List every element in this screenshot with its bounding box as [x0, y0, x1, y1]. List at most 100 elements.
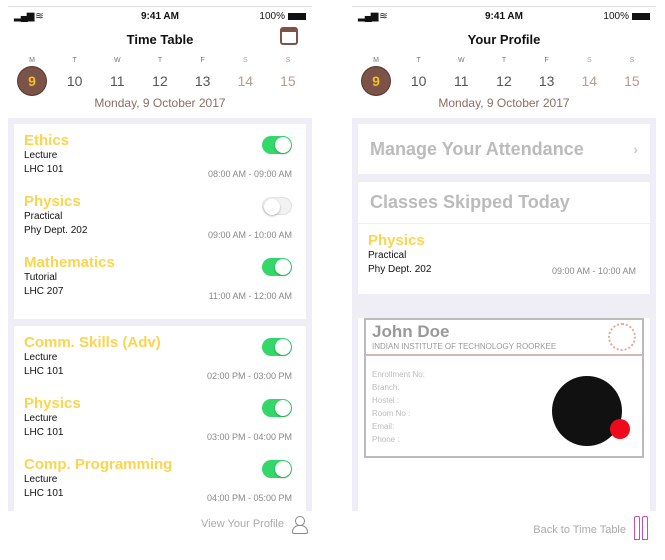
weekday-letter: M [29, 57, 35, 64]
institute-seal-logo [608, 323, 636, 351]
day-number: 15 [280, 73, 296, 89]
weekday-letter: W [458, 57, 465, 64]
week-strip: M 9 T 10 W 11 T 12 F 13 S 14 S 15 [356, 57, 652, 95]
class-time: 08:00 AM - 09:00 AM [207, 169, 292, 179]
day-number: 11 [454, 73, 469, 89]
day-number: 14 [237, 73, 254, 89]
class-card: Ethics Lecture LHC 101 08:00 AM - 09:00 … [14, 124, 306, 319]
profile-screen: ▂▄▆ ≋ 9:41 AM 100% Your Profile M 9 T 10 W 11 T 1… [352, 6, 656, 546]
weekday-letter: T [72, 57, 77, 64]
battery-text: 100% [259, 11, 285, 22]
class-room: LHC 101 [24, 164, 64, 175]
attendance-toggle[interactable] [262, 136, 292, 154]
day-13[interactable]: F 13 [183, 57, 223, 95]
weekday-letter: F [200, 57, 205, 64]
class-item: Comp. Programming Lecture LHC 101 04:00 … [24, 454, 296, 515]
class-time: 09:00 AM - 10:00 AM [207, 230, 292, 240]
selected-date: Monday, 9 October 2017 [438, 96, 570, 110]
battery-icon [288, 12, 306, 20]
timetable-screen: ▂▄▆ ≋ 9:41 AM 100% Time Table M 9 T 10 W 11 T 12 F… [8, 6, 312, 546]
week-strip: M 9 T 10 W 11 T 12 F 13 S 14 S 15 [12, 57, 308, 95]
class-time: 02:00 PM - 03:00 PM [206, 371, 292, 381]
class-room: LHC 207 [24, 286, 64, 297]
subject-name: Physics [24, 395, 81, 412]
day-number: 13 [194, 73, 211, 89]
manage-attendance-button[interactable]: Manage Your Attendance › [358, 124, 650, 174]
weekday-letter: F [544, 57, 549, 64]
back-to-timetable-button[interactable]: Back to Time Table [533, 516, 650, 543]
day-14[interactable]: S 14 [569, 57, 609, 95]
class-room: Phy Dept. 202 [368, 264, 432, 275]
status-dot-icon [610, 419, 630, 439]
class-item: Comm. Skills (Adv) Lecture LHC 101 02:00… [24, 332, 296, 393]
class-type: Tutorial [24, 272, 57, 283]
day-11[interactable]: W 11 [97, 57, 137, 95]
status-bar: ▂▄▆ ≋ 9:41 AM 100% [8, 11, 312, 25]
selected-date: Monday, 9 October 2017 [94, 96, 226, 110]
class-type: Lecture [24, 352, 58, 363]
weekday-letter: S [586, 57, 592, 64]
day-14[interactable]: S 14 [225, 57, 265, 95]
day-number: 15 [624, 73, 640, 89]
back-label: Back to Time Table [533, 523, 626, 536]
day-13[interactable]: F 13 [527, 57, 567, 95]
skipped-class-item: Physics Practical Phy Dept. 202 09:00 AM… [358, 224, 650, 294]
subject-name: Physics [368, 232, 425, 249]
weekday-letter: S [242, 57, 248, 64]
attendance-toggle[interactable] [262, 197, 292, 215]
class-room: LHC 101 [24, 427, 64, 438]
subject-name: Comm. Skills (Adv) [24, 334, 161, 351]
attendance-toggle[interactable] [262, 258, 292, 276]
status-time: 9:41 AM [141, 11, 179, 22]
weekday-letter: M [373, 57, 379, 64]
day-number: 10 [410, 73, 427, 89]
status-bar: ▂▄▆ ≋ 9:41 AM 100% [352, 11, 656, 25]
class-type: Practical [24, 211, 63, 222]
weekday-letter: T [416, 57, 421, 64]
weekday-letter: T [157, 57, 163, 64]
attendance-toggle[interactable] [262, 460, 292, 478]
page-title: Time Table [126, 32, 194, 47]
day-number: 11 [110, 73, 125, 89]
day-number: 10 [66, 73, 83, 89]
id-field-label: Hostel : [372, 396, 400, 405]
weekday-letter: S [629, 57, 635, 64]
weekday-letter: T [501, 57, 507, 64]
chevron-right-icon: › [633, 141, 638, 157]
class-item: Physics Practical Phy Dept. 202 09:00 AM… [24, 191, 296, 252]
class-type: Practical [368, 250, 407, 261]
subject-name: Comp. Programming [24, 456, 173, 473]
day-number: 9 [18, 67, 46, 95]
signal-wifi-icon: ▂▄▆ ≋ [358, 11, 388, 22]
status-time: 9:41 AM [485, 11, 523, 22]
day-15[interactable]: S 15 [268, 57, 308, 95]
day-number: 13 [538, 73, 555, 89]
day-number: 12 [496, 73, 512, 89]
day-15[interactable]: S 15 [612, 57, 652, 95]
attendance-toggle[interactable] [262, 399, 292, 417]
day-10[interactable]: T 10 [55, 57, 95, 95]
class-time: 11:00 AM - 12:00 AM [208, 291, 292, 301]
id-fields: Enrollment No: Branch: Hostel : Room No : Em… [366, 356, 642, 458]
id-field-label: Phone : [372, 435, 400, 444]
student-name: John Doe [372, 322, 450, 341]
class-room: LHC 101 [24, 488, 64, 499]
profile-body: Manage Your Attendance › Classes Skipped … [352, 118, 656, 518]
day-12[interactable]: T 12 [140, 57, 180, 95]
day-11[interactable]: W 11 [441, 57, 481, 95]
subject-name: Mathematics [24, 254, 115, 271]
calendar-icon[interactable] [280, 27, 298, 45]
class-card: Comm. Skills (Adv) Lecture LHC 101 02:00… [14, 326, 306, 521]
id-card: John Doe INDIAN INSTITUTE OF TECHNOLOGY … [364, 318, 644, 458]
avatar[interactable] [552, 376, 622, 446]
page-title: Your Profile [467, 32, 541, 47]
class-type: Lecture [24, 474, 58, 485]
subject-name: Ethics [24, 132, 70, 149]
attendance-toggle[interactable] [262, 338, 292, 356]
day-10[interactable]: T 10 [399, 57, 439, 95]
view-profile-button[interactable]: View Your Profile [201, 516, 308, 534]
day-12[interactable]: T 12 [484, 57, 524, 95]
class-item: Physics Lecture LHC 101 03:00 PM - 04:00… [24, 393, 296, 454]
